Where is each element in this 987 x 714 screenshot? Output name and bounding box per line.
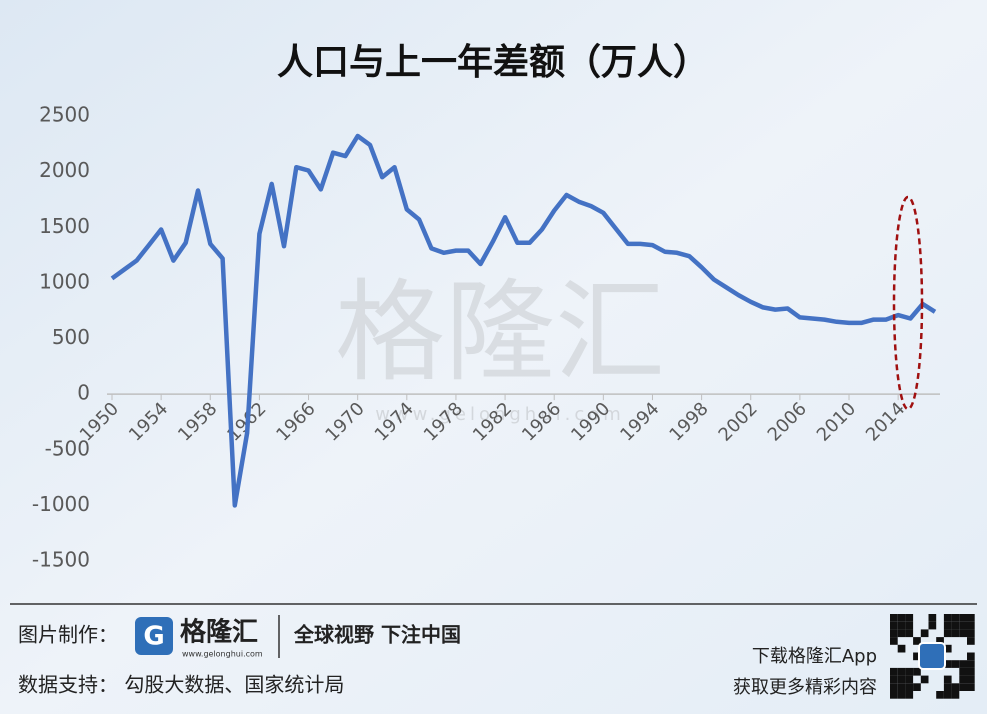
qr-cell xyxy=(951,614,960,622)
qr-cell xyxy=(890,637,898,645)
qr-cell xyxy=(951,629,960,638)
qr-cell xyxy=(913,652,921,661)
qr-code xyxy=(890,614,975,699)
data-line xyxy=(110,133,937,508)
qr-cell xyxy=(920,675,929,684)
qr-cell xyxy=(920,629,929,638)
app-line: 下载格隆汇App xyxy=(752,646,877,667)
qr-cell xyxy=(943,644,952,653)
qr-cell xyxy=(905,621,914,630)
qr-cell xyxy=(905,683,914,691)
y-tick-label: 2500 xyxy=(39,103,90,127)
highlight-ellipse xyxy=(892,195,924,411)
qr-cell xyxy=(951,691,960,699)
qr-cell xyxy=(928,614,937,622)
qr-cell xyxy=(959,621,967,630)
app-line: 获取更多精彩内容 xyxy=(733,677,877,698)
qr-cell xyxy=(943,691,952,699)
qr-cell xyxy=(897,629,906,638)
qr-cell xyxy=(943,660,952,668)
qr-cell xyxy=(913,637,921,645)
qr-cell xyxy=(951,621,960,630)
watermark-url: www.gelonghui.com xyxy=(375,404,625,425)
qr-cell xyxy=(890,691,898,699)
qr-cell xyxy=(890,614,898,622)
made-by-label: 图片制作： xyxy=(18,623,118,647)
qr-cell xyxy=(967,652,975,661)
qr-cell xyxy=(967,637,975,645)
qr-cell xyxy=(897,667,906,676)
qr-cell xyxy=(943,614,952,622)
data-source: 数据支持： 勾股大数据、国家统计局 xyxy=(18,673,344,697)
qr-cell xyxy=(943,675,952,684)
qr-cell xyxy=(951,683,960,691)
qr-cell xyxy=(890,667,898,676)
y-tick-label: -1500 xyxy=(32,548,90,572)
qr-cell xyxy=(959,629,967,638)
qr-cell xyxy=(905,675,914,684)
logo-icon-letter: G xyxy=(143,622,164,652)
qr-cell xyxy=(959,675,967,684)
qr-cell xyxy=(905,629,914,638)
qr-cell xyxy=(890,675,898,684)
y-tick-label: 1000 xyxy=(39,269,90,293)
qr-cell xyxy=(905,691,914,699)
watermark: 格隆汇 xyxy=(335,268,665,396)
qr-cell xyxy=(967,614,975,622)
qr-cell xyxy=(943,683,952,691)
qr-cell xyxy=(967,675,975,684)
y-tick-label: 500 xyxy=(52,325,90,349)
logo-url: www.gelonghui.com xyxy=(182,650,263,659)
qr-cell xyxy=(928,621,937,630)
qr-cell xyxy=(897,644,906,653)
logo-icon xyxy=(135,617,173,655)
qr-cell xyxy=(967,660,975,668)
qr-cell xyxy=(890,683,898,691)
y-tick-label: 2000 xyxy=(39,158,90,182)
qr-cell xyxy=(943,629,952,638)
qr-cell xyxy=(959,683,967,691)
y-tick-label: 0 xyxy=(77,381,90,405)
qr-cell xyxy=(967,629,975,638)
qr-cell xyxy=(936,691,944,699)
qr-cell xyxy=(890,621,898,630)
qr-cell xyxy=(943,621,952,630)
qr-cell xyxy=(967,683,975,691)
qr-cell xyxy=(936,637,944,645)
qr-cell xyxy=(905,614,914,622)
qr-cell xyxy=(913,667,921,676)
qr-logo xyxy=(918,642,946,670)
qr-cell xyxy=(959,614,967,622)
qr-cell xyxy=(951,660,960,668)
qr-cell xyxy=(959,667,967,676)
qr-cell xyxy=(967,621,975,630)
qr-cell xyxy=(959,660,967,668)
chart-title: 人口与上一年差额（万人） xyxy=(277,42,709,83)
qr-cell xyxy=(897,683,906,691)
y-tick-label: -500 xyxy=(45,436,90,460)
qr-cell xyxy=(967,667,975,676)
qr-cell xyxy=(913,683,921,691)
qr-cell xyxy=(890,629,898,638)
qr-cell xyxy=(897,675,906,684)
y-tick-label: 1500 xyxy=(39,214,90,238)
logo-text: 格隆汇 xyxy=(180,617,258,648)
qr-cell xyxy=(905,667,914,676)
qr-cell xyxy=(897,614,906,622)
slogan: 全球视野 下注中国 xyxy=(293,623,461,647)
y-tick-label: -1000 xyxy=(32,492,90,516)
qr-cell xyxy=(897,621,906,630)
qr-cell xyxy=(897,691,906,699)
